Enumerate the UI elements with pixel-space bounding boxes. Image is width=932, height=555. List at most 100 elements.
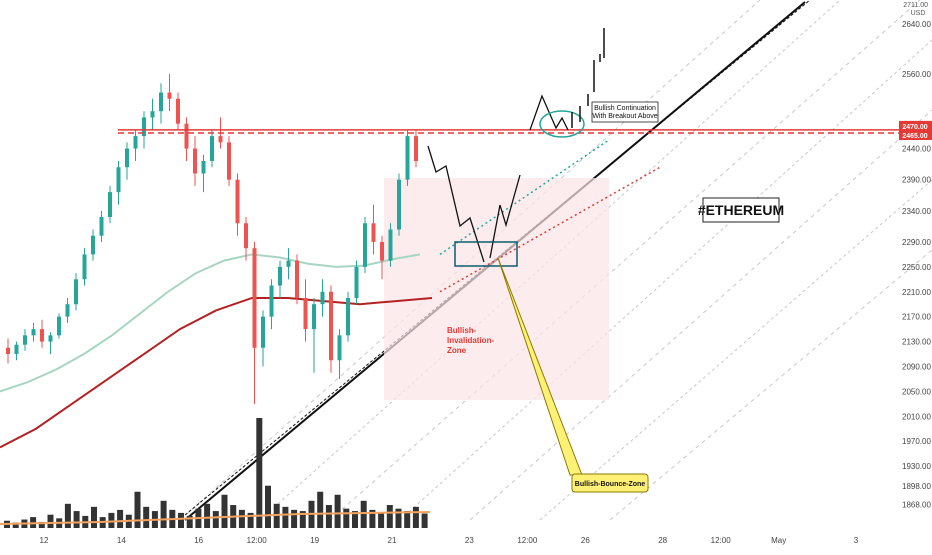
price-tick-label: 2640.00: [902, 20, 931, 29]
candle-body: [227, 142, 231, 180]
candle-body: [278, 266, 282, 286]
volume-bars: [0, 418, 431, 528]
price-badge: [899, 120, 932, 131]
continuation-label-box: [591, 101, 659, 123]
bounce-callout-box: [571, 473, 649, 493]
channel-line: [539, 179, 932, 521]
candle-body: [337, 335, 342, 361]
volume-bar: [178, 512, 184, 528]
candle-body: [82, 254, 87, 280]
volume-bar: [134, 491, 141, 528]
volume-bar: [386, 505, 393, 528]
projection-path-down: [427, 145, 485, 263]
bounce-zone-box: [454, 241, 518, 267]
price-unit-label: USD: [911, 10, 926, 17]
candle-body: [184, 123, 189, 149]
time-tick-label: 26: [581, 536, 590, 545]
candle-body: [269, 285, 274, 317]
candle-body: [235, 179, 240, 224]
candle-body: [150, 111, 155, 118]
volume-bar: [108, 512, 115, 528]
volume-bar: [73, 511, 80, 528]
candle-body: [261, 316, 265, 348]
volume-bar: [343, 508, 350, 528]
price-tick-label: 2390.00: [902, 176, 931, 185]
channel-line: [179, 0, 761, 521]
candle-body: [65, 304, 70, 317]
price-tick-label: 2560.00: [902, 70, 931, 79]
candle-body: [108, 192, 112, 218]
candle-body: [125, 148, 129, 168]
moving-averages: [0, 253, 433, 449]
volume-bar: [143, 506, 150, 528]
symbol-tag: #ETHEREUM: [698, 202, 784, 218]
invalidation-zone: [384, 178, 609, 400]
time-tick-label: 12:00: [247, 536, 268, 545]
candle-body: [6, 347, 10, 355]
time-tick-label: 21: [388, 536, 397, 545]
candle-body: [354, 266, 359, 298]
breakout-ellipse: [539, 110, 585, 138]
volume-bar: [299, 511, 306, 528]
volume-bar: [221, 494, 228, 528]
volume-bar: [352, 511, 358, 528]
candle-body: [405, 136, 410, 180]
price-tick-label: 2130.00: [902, 338, 931, 347]
channel-lines: [179, 0, 932, 521]
time-tick-label: 12:00: [517, 536, 538, 545]
candle-body: [57, 316, 61, 336]
channel-line: [469, 109, 932, 521]
candle-body: [31, 329, 36, 336]
volume-bar: [256, 418, 263, 528]
invalidation-zone-label: Bullish-: [447, 326, 477, 335]
invalidation-zone-label: Invalidation-: [447, 336, 494, 345]
time-axis: 12 14 16 12:00 19 21 23 12:00 26 28 12:00 May 3: [40, 536, 859, 545]
price-top-label: 2711.00: [903, 2, 928, 9]
time-tick-label: 23: [465, 536, 474, 545]
volume-bar: [291, 509, 298, 528]
candlesticks: [6, 73, 418, 404]
volume-bar: [404, 511, 411, 528]
volume-bar: [334, 494, 341, 528]
volume-bar: [325, 505, 332, 528]
volume-bar: [360, 500, 367, 528]
channel-line: [609, 249, 932, 521]
candle-body: [244, 223, 248, 249]
continuation-label-text: With Breakout Above: [592, 113, 657, 120]
candle-body: [23, 335, 27, 345]
candle-body: [380, 241, 384, 261]
volume-bar: [64, 503, 71, 528]
price-tick-label: 1930.00: [902, 462, 931, 471]
volume-bar: [204, 503, 211, 528]
candle-body: [295, 260, 299, 298]
volume-bar: [117, 509, 124, 528]
candle-body: [116, 167, 121, 193]
bounce-callout-text: Bullish-Bounce-Zone: [575, 481, 645, 488]
volume-bar: [317, 491, 324, 528]
candle-body: [201, 161, 206, 174]
volume-bar: [12, 522, 19, 528]
time-tick-label: 12:00: [711, 536, 732, 545]
volume-bar: [38, 521, 45, 528]
ma-short-projection: [439, 138, 611, 256]
time-tick-label: 3: [854, 536, 859, 545]
price-badge-label: 2470.00: [902, 124, 927, 131]
volume-bar: [378, 512, 385, 528]
volume-bar: [160, 500, 167, 528]
invalidation-zone-label: Zone: [447, 346, 467, 355]
candle-body: [397, 179, 401, 230]
ma-long-projection: [439, 166, 661, 293]
candle-body: [99, 217, 104, 236]
volume-bar: [47, 514, 54, 528]
symbol-tag-box: #ETHEREUM: [698, 197, 784, 223]
time-tick-label: 16: [194, 536, 203, 545]
projection-path-up: [489, 174, 521, 259]
time-tick-label: 12: [40, 536, 49, 545]
candle-body: [312, 304, 316, 330]
candle-body: [14, 344, 19, 355]
candle-body: [193, 148, 197, 174]
